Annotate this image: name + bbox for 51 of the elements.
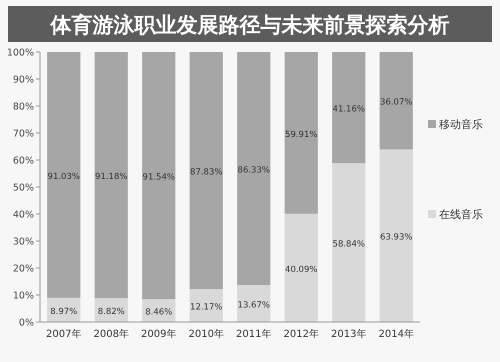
y-tick-label: 10% [12, 290, 34, 302]
x-tick-label: 2008年 [94, 328, 129, 340]
y-tick-label: 30% [12, 236, 34, 248]
data-label: 59.91% [285, 130, 318, 140]
chart-title: 体育游泳职业发展路径与未来前景探索分析 [50, 13, 450, 37]
data-label: 8.97% [50, 306, 78, 317]
y-tick-label: 50% [12, 182, 34, 194]
x-tick-label: 2012年 [284, 328, 319, 340]
x-tick-label: 2014年 [378, 328, 414, 340]
y-tick-label: 0% [18, 318, 34, 328]
data-label: 8.82% [98, 307, 125, 318]
y-tick-label: 20% [12, 264, 34, 274]
data-label: 58.84% [332, 240, 365, 250]
legend-label: 移动音乐 [439, 118, 483, 131]
bar [284, 214, 318, 322]
bar [190, 289, 223, 322]
data-label: 41.16% [332, 104, 365, 115]
bar [380, 52, 413, 150]
data-label: 91.03% [48, 172, 80, 182]
data-label: 36.07% [380, 98, 412, 108]
y-tick-label: 70% [12, 128, 34, 140]
bar [332, 52, 366, 164]
x-tick-label: 2009年 [141, 328, 176, 340]
bar [94, 52, 128, 298]
data-label: 87.83% [190, 168, 222, 178]
data-label: 63.93% [380, 232, 412, 243]
y-tick-label: 80% [12, 102, 34, 112]
data-label: 8.46% [145, 308, 172, 318]
y-tick-label: 100% [6, 48, 34, 58]
x-tick-label: 2011年 [236, 328, 272, 340]
bar [142, 52, 176, 300]
y-tick-label: 90% [12, 74, 34, 86]
data-label: 91.18% [95, 172, 128, 182]
x-tick-label: 2013年 [331, 328, 366, 340]
bar [237, 285, 270, 322]
bar [332, 163, 366, 322]
bar [190, 52, 223, 290]
data-label: 12.17% [190, 302, 222, 313]
legend-label: 在线音乐 [439, 208, 483, 221]
bar [380, 149, 413, 322]
y-tick-label: 60% [12, 156, 34, 166]
y-tick-label: 40% [12, 210, 34, 220]
bar [47, 52, 80, 298]
data-label: 13.67% [238, 300, 270, 311]
bar [237, 52, 270, 286]
x-tick-label: 2007年 [46, 328, 82, 340]
data-label: 86.33% [238, 166, 270, 176]
data-label: 91.54% [142, 172, 175, 183]
bar [284, 52, 318, 214]
x-tick-label: 2010年 [188, 328, 224, 340]
data-label: 40.09% [285, 264, 318, 275]
